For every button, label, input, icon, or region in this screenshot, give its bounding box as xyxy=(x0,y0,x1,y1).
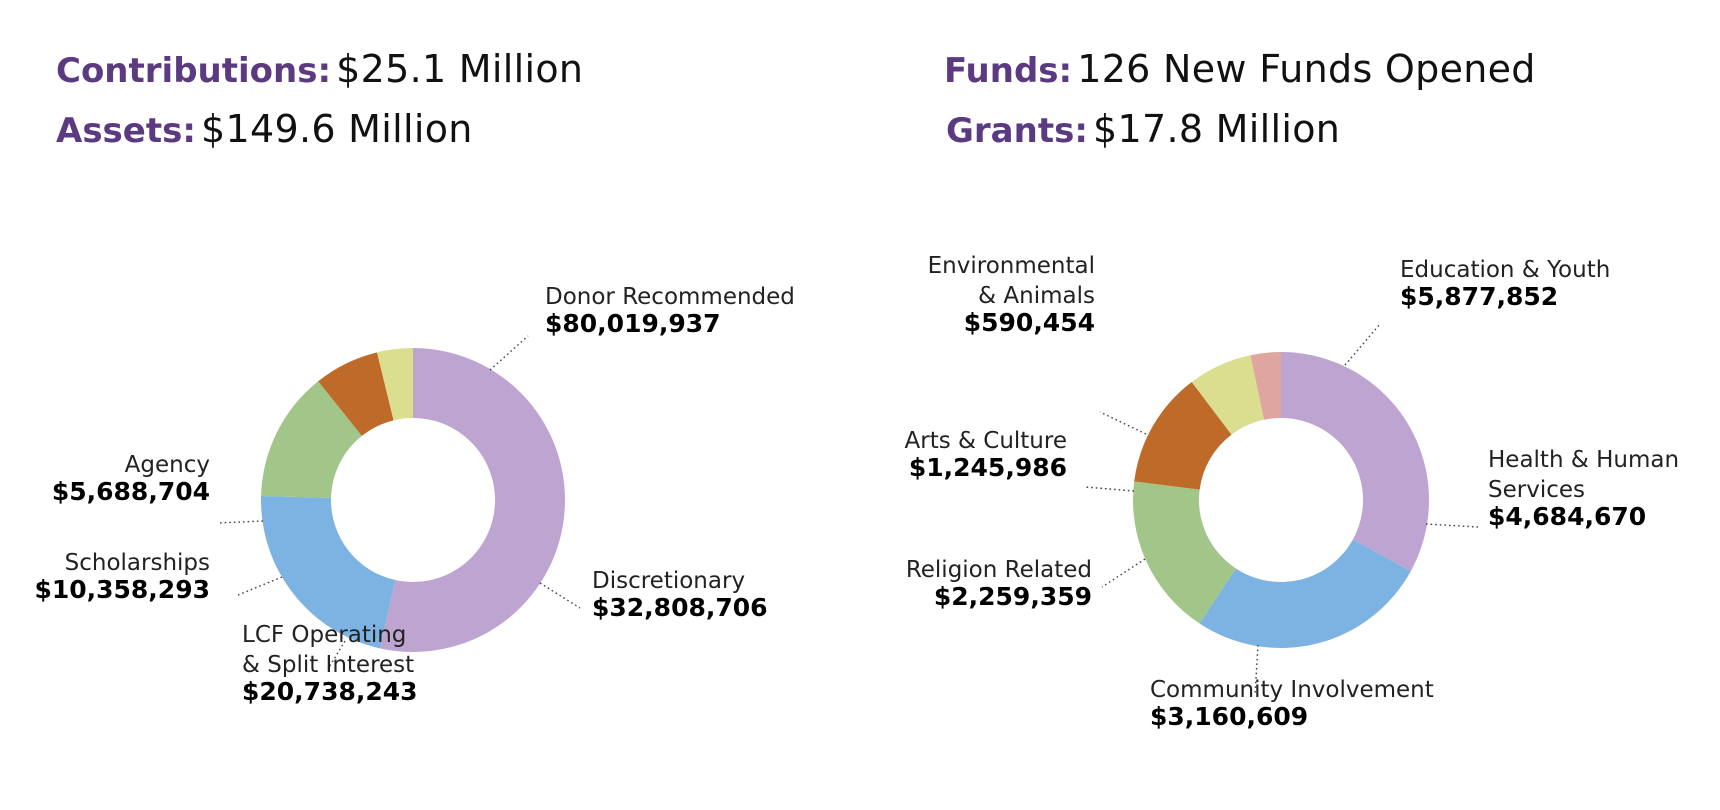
slice-agency xyxy=(377,348,413,421)
slice-label-community-involvement: Community Involvement xyxy=(1150,677,1434,703)
slice-label-scholarships: Scholarships xyxy=(65,550,210,576)
slice-scholarships xyxy=(318,352,394,436)
slice-value-environmental-and-animals: $590,454 xyxy=(964,308,1095,337)
slice-value-donor-recommended: $80,019,937 xyxy=(545,309,721,338)
slice-environmental-and-animals xyxy=(1250,352,1281,420)
slice-lcf-operating-and-split-interest xyxy=(261,381,362,498)
slice-health-and-human-services xyxy=(1199,539,1411,648)
leader-line-education-and-youth xyxy=(1344,323,1381,366)
grants-stat: Grants: $17.8 Million xyxy=(946,110,1340,148)
slice-label-environmental-and-animals: & Animals xyxy=(978,283,1095,309)
slice-label-lcf-operating-and-split-interest: LCF Operating xyxy=(242,622,406,648)
slice-donor-recommended xyxy=(379,348,565,653)
leader-line-health-and-human-services xyxy=(1425,523,1479,528)
slice-label-health-and-human-services: Health & Human xyxy=(1488,447,1679,473)
slice-label-agency: Agency xyxy=(125,452,210,478)
grants-donut-chart: Education & Youth$5,877,852 Health & Huma… xyxy=(905,253,1680,731)
leader-line-donor-recommended xyxy=(489,335,529,371)
slice-label-education-and-youth: Education & Youth xyxy=(1400,257,1610,283)
slice-label-donor-recommended: Donor Recommended xyxy=(545,284,795,310)
slice-label-lcf-operating-and-split-interest: & Split Interest xyxy=(242,652,414,678)
slice-value-agency: $5,688,704 xyxy=(52,477,210,506)
slice-label-religion-related: Religion Related xyxy=(906,557,1092,583)
slice-discretionary xyxy=(261,496,396,649)
slice-education-and-youth xyxy=(1281,352,1429,572)
leader-line-discretionary xyxy=(539,582,581,609)
slice-label-health-and-human-services: Services xyxy=(1488,477,1585,503)
leader-line-agency xyxy=(217,520,264,524)
leader-line-religion-related xyxy=(1101,558,1146,588)
assets-donut-chart: Donor Recommended$80,019,937 Discretionar… xyxy=(34,284,794,706)
contributions-label: Contributions: xyxy=(56,51,332,91)
grants-label: Grants: xyxy=(946,111,1088,151)
slice-label-discretionary: Discretionary xyxy=(592,568,745,594)
contributions-stat: Contributions: $25.1 Million xyxy=(56,50,583,88)
slice-value-health-and-human-services: $4,684,670 xyxy=(1488,502,1646,531)
grants-value: $17.8 Million xyxy=(1093,107,1341,151)
leader-line-community-involvement xyxy=(1254,644,1259,696)
leader-line-lcf-operating-and-split-interest xyxy=(327,640,346,670)
funds-label: Funds: xyxy=(944,51,1073,91)
slice-religion-related xyxy=(1134,381,1232,490)
funds-value: 126 New Funds Opened xyxy=(1077,47,1536,91)
slice-label-arts-and-culture: Arts & Culture xyxy=(905,428,1067,454)
slice-value-lcf-operating-and-split-interest: $20,738,243 xyxy=(242,677,418,706)
leader-line-scholarships xyxy=(237,576,283,596)
leader-line-environmental-and-animals xyxy=(1099,411,1147,435)
funds-stat: Funds: 126 New Funds Opened xyxy=(944,50,1536,88)
slice-value-discretionary: $32,808,706 xyxy=(592,593,768,622)
slice-arts-and-culture xyxy=(1191,355,1265,435)
slice-community-involvement xyxy=(1133,481,1236,624)
assets-stat: Assets: $149.6 Million xyxy=(56,110,473,148)
leader-line-arts-and-culture xyxy=(1084,486,1135,492)
slice-value-community-involvement: $3,160,609 xyxy=(1150,702,1308,731)
assets-label: Assets: xyxy=(56,111,196,151)
slice-value-religion-related: $2,259,359 xyxy=(934,582,1092,611)
slice-value-education-and-youth: $5,877,852 xyxy=(1400,282,1558,311)
assets-value: $149.6 Million xyxy=(201,107,473,151)
contributions-value: $25.1 Million xyxy=(336,47,584,91)
slice-value-scholarships: $10,358,293 xyxy=(34,575,210,604)
slice-label-environmental-and-animals: Environmental xyxy=(928,253,1095,279)
slice-value-arts-and-culture: $1,245,986 xyxy=(909,453,1067,482)
